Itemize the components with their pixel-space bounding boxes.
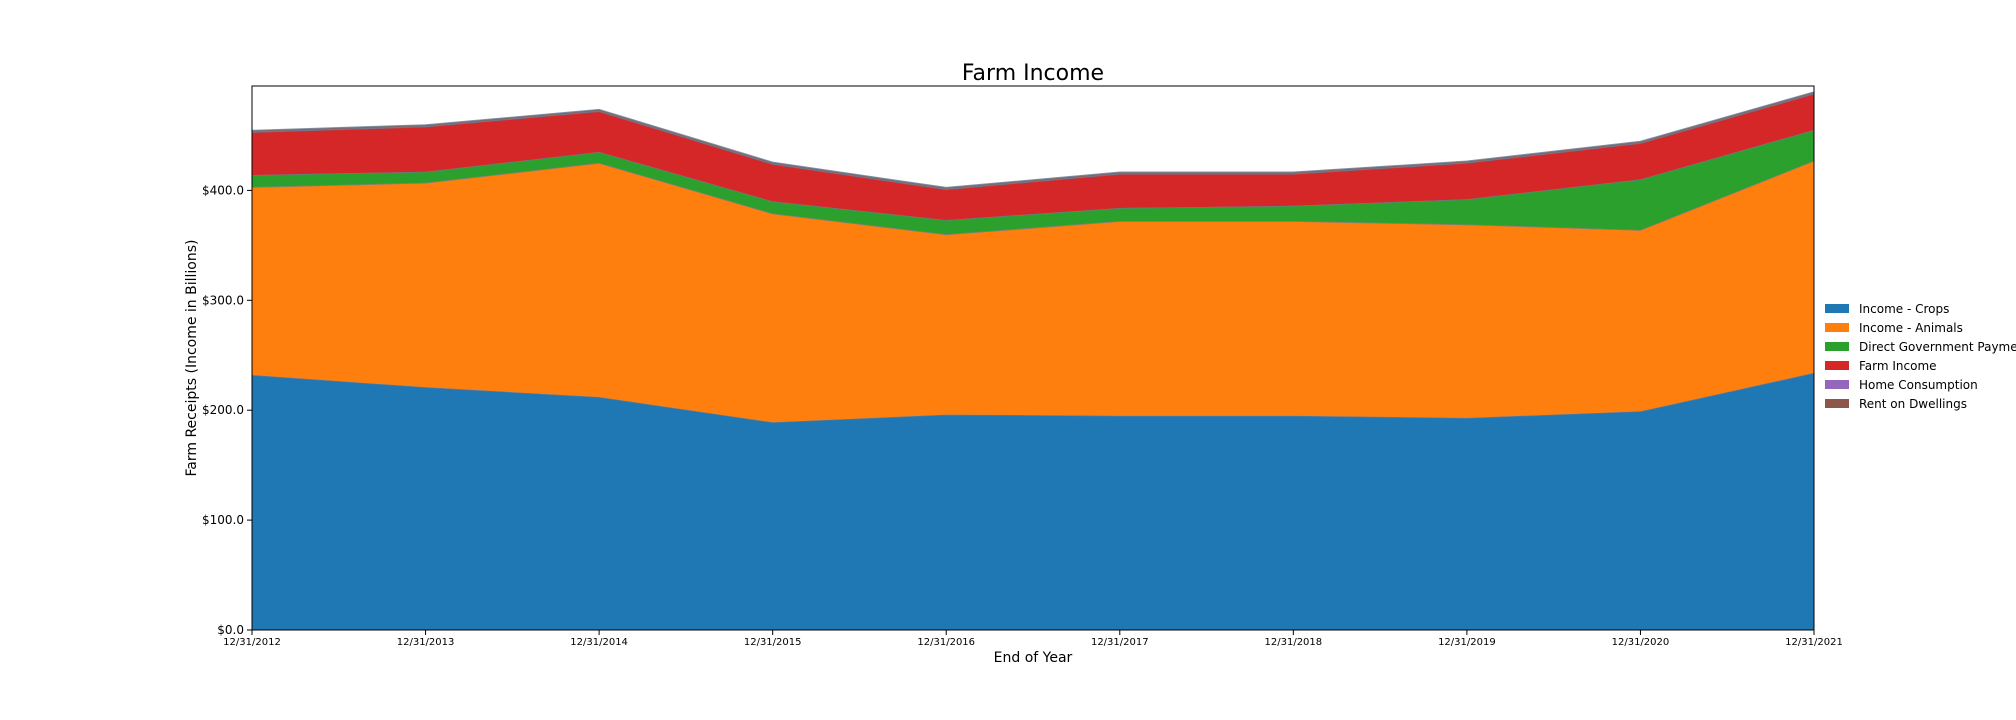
legend-swatch (1825, 361, 1849, 370)
plot-frame (251, 85, 1815, 631)
legend-swatch (1825, 342, 1849, 351)
x-tick-label: 12/31/2020 (1612, 637, 1670, 648)
y-axis-label: Farm Receipts (Income in Billions) (184, 240, 200, 477)
legend: Income - Crops Income - Animals Direct Gov… (1825, 302, 2016, 411)
x-tick-label: 12/31/2015 (744, 637, 802, 648)
x-tick-label: 12/31/2016 (917, 637, 975, 648)
legend-swatch (1825, 380, 1849, 389)
y-tick-label: $100.0 (202, 513, 244, 527)
y-tick-label: $0.0 (217, 623, 244, 637)
area-series-group (252, 91, 1814, 630)
x-tick-label: 12/31/2012 (223, 637, 281, 648)
y-axis: $0.0 $100.0 $200.0 $300.0 $400.0 (202, 183, 252, 637)
legend-label: Income - Animals (1859, 321, 1963, 335)
x-tick-label: 12/31/2018 (1265, 637, 1323, 648)
legend-label: Home Consumption (1859, 378, 1978, 392)
x-axis-label: End of Year (994, 650, 1073, 666)
y-tick-label: $400.0 (202, 183, 244, 197)
legend-swatch (1825, 323, 1849, 332)
area-income-crops (252, 372, 1814, 630)
area-direct-government-payments (252, 129, 1814, 235)
legend-label: Rent on Dwellings (1859, 397, 1967, 411)
x-tick-label: 12/31/2014 (570, 637, 628, 648)
x-tick-label: 12/31/2019 (1438, 637, 1496, 648)
area-farm-income (252, 93, 1814, 221)
legend-label: Direct Government Payments (1859, 340, 2016, 354)
x-tick-label: 12/31/2013 (397, 637, 455, 648)
x-tick-label: 12/31/2021 (1785, 637, 1843, 648)
chart-title: Farm Income (962, 61, 1104, 86)
x-tick-label: 12/31/2017 (1091, 637, 1149, 648)
legend-swatch (1825, 399, 1849, 408)
y-tick-label: $300.0 (202, 293, 244, 307)
area-edge-5 (252, 91, 1814, 189)
legend-swatch (1825, 304, 1849, 313)
x-axis: 12/31/2012 12/31/2013 12/31/2014 12/31/2015… (223, 630, 1843, 648)
area-income-animals (252, 160, 1814, 423)
legend-label: Farm Income (1859, 359, 1937, 373)
y-tick-label: $200.0 (202, 403, 244, 417)
legend-label: Income - Crops (1859, 302, 1949, 316)
